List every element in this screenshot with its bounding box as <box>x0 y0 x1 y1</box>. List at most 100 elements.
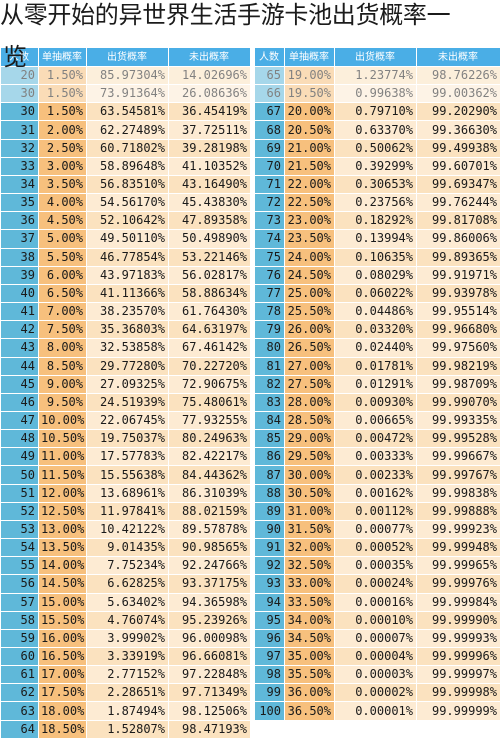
cell-count-left: 32 <box>1 139 39 157</box>
cell-count-right: 69 <box>255 139 285 157</box>
cell-count-right: 67 <box>255 103 285 121</box>
cell-success-rate-right: 0.79710% <box>335 103 417 121</box>
cell-fail-rate-right: 98.76226% <box>417 67 500 85</box>
cell-single-rate-left: 13.00% <box>39 520 87 538</box>
cell-single-rate-left: 18.00% <box>39 702 87 720</box>
cell-count-left: 31 <box>1 121 39 139</box>
cell-fail-rate-right: 99.99965% <box>417 557 500 575</box>
cell-single-rate-left: 11.00% <box>39 448 87 466</box>
cell-count-left: 30 <box>1 103 39 121</box>
cell-success-rate-left: 60.71802% <box>87 139 169 157</box>
cell-count-left: 34 <box>1 175 39 193</box>
cell-success-rate-left: 54.56170% <box>87 194 169 212</box>
cell-count-right: 98 <box>255 666 285 684</box>
cell-count-right: 89 <box>255 502 285 520</box>
cell-success-rate-right: 0.00010% <box>335 611 417 629</box>
cell-success-rate-left: 63.54581% <box>87 103 169 121</box>
cell-fail-rate-left: 98.47193% <box>169 720 251 738</box>
cell-fail-rate-right: 99.96680% <box>417 321 500 339</box>
cell-success-rate-right: 0.00024% <box>335 575 417 593</box>
cell-count-right: 84 <box>255 411 285 429</box>
cell-single-rate-left: 5.50% <box>39 248 87 266</box>
cell-fail-rate-left: 86.31039% <box>169 484 251 502</box>
cell-fail-rate-left: 93.37175% <box>169 575 251 593</box>
cell-single-rate-right <box>285 720 335 738</box>
cell-success-rate-right: 0.01291% <box>335 375 417 393</box>
cell-fail-rate-right: 99.99999% <box>417 702 500 720</box>
cell-success-rate-left: 58.89648% <box>87 157 169 175</box>
cell-count-right: 82 <box>255 375 285 393</box>
cell-fail-rate-left: 37.72511% <box>169 121 251 139</box>
cell-fail-rate-left: 95.23926% <box>169 611 251 629</box>
cell-single-rate-left: 4.50% <box>39 212 87 230</box>
cell-success-rate-left: 1.87494% <box>87 702 169 720</box>
cell-fail-rate-right: 99.97560% <box>417 339 500 357</box>
cell-count-left: 54 <box>1 539 39 557</box>
header-success-right: 出货概率 <box>335 48 417 67</box>
cell-fail-rate-right: 99.91971% <box>417 266 500 284</box>
cell-count-right: 66 <box>255 85 285 103</box>
cell-single-rate-right: 31.50% <box>285 520 335 538</box>
cell-fail-rate-left: 90.98565% <box>169 539 251 557</box>
cell-count-right: 100 <box>255 702 285 720</box>
cell-count-left: 55 <box>1 557 39 575</box>
cell-fail-rate-left: 94.36598% <box>169 593 251 611</box>
cell-single-rate-left: 7.00% <box>39 303 87 321</box>
cell-single-rate-left: 12.50% <box>39 502 87 520</box>
cell-success-rate-left: 24.51939% <box>87 393 169 411</box>
cell-single-rate-left: 8.50% <box>39 357 87 375</box>
cell-fail-rate-left: 96.00098% <box>169 629 251 647</box>
cell-success-rate-left: 38.23570% <box>87 303 169 321</box>
cell-fail-rate-left: 41.10352% <box>169 157 251 175</box>
cell-fail-rate-right: 99.99923% <box>417 520 500 538</box>
cell-count-left: 56 <box>1 575 39 593</box>
cell-count-right: 68 <box>255 121 285 139</box>
cell-success-rate-right: 0.02440% <box>335 339 417 357</box>
cell-single-rate-right: 21.00% <box>285 139 335 157</box>
cell-success-rate-left: 22.06745% <box>87 411 169 429</box>
cell-single-rate-left: 12.00% <box>39 484 87 502</box>
cell-success-rate-left: 3.99902% <box>87 629 169 647</box>
cell-success-rate-right: 0.00077% <box>335 520 417 538</box>
cell-count-right: 81 <box>255 357 285 375</box>
cell-single-rate-left: 15.50% <box>39 611 87 629</box>
cell-fail-rate-right: 99.99997% <box>417 666 500 684</box>
cell-fail-rate-left: 53.22146% <box>169 248 251 266</box>
cell-count-right: 77 <box>255 284 285 302</box>
cell-success-rate-right: 0.00016% <box>335 593 417 611</box>
cell-count-left: 62 <box>1 684 39 702</box>
cell-count-left: 38 <box>1 248 39 266</box>
cell-success-rate-right <box>335 720 417 738</box>
cell-success-rate-right: 0.00233% <box>335 466 417 484</box>
cell-fail-rate-right: 99.99528% <box>417 430 500 448</box>
cell-count-left: 45 <box>1 375 39 393</box>
cell-success-rate-left: 15.55638% <box>87 466 169 484</box>
cell-fail-rate-right: 99.99976% <box>417 575 500 593</box>
cell-count-right: 70 <box>255 157 285 175</box>
cell-count-right: 92 <box>255 557 285 575</box>
cell-fail-rate-right: 99.69347% <box>417 175 500 193</box>
cell-success-rate-left: 9.01435% <box>87 539 169 557</box>
cell-fail-rate-left: 97.71349% <box>169 684 251 702</box>
cell-fail-rate-right: 99.76244% <box>417 194 500 212</box>
cell-fail-rate-left: 47.89358% <box>169 212 251 230</box>
cell-success-rate-left: 4.76074% <box>87 611 169 629</box>
cell-success-rate-right: 0.00004% <box>335 648 417 666</box>
cell-count-left: 43 <box>1 339 39 357</box>
cell-single-rate-left: 9.00% <box>39 375 87 393</box>
cell-fail-rate-right <box>417 720 500 738</box>
cell-count-left: 48 <box>1 430 39 448</box>
cell-success-rate-right: 0.03320% <box>335 321 417 339</box>
cell-fail-rate-left: 36.45419% <box>169 103 251 121</box>
cell-single-rate-right: 28.00% <box>285 393 335 411</box>
